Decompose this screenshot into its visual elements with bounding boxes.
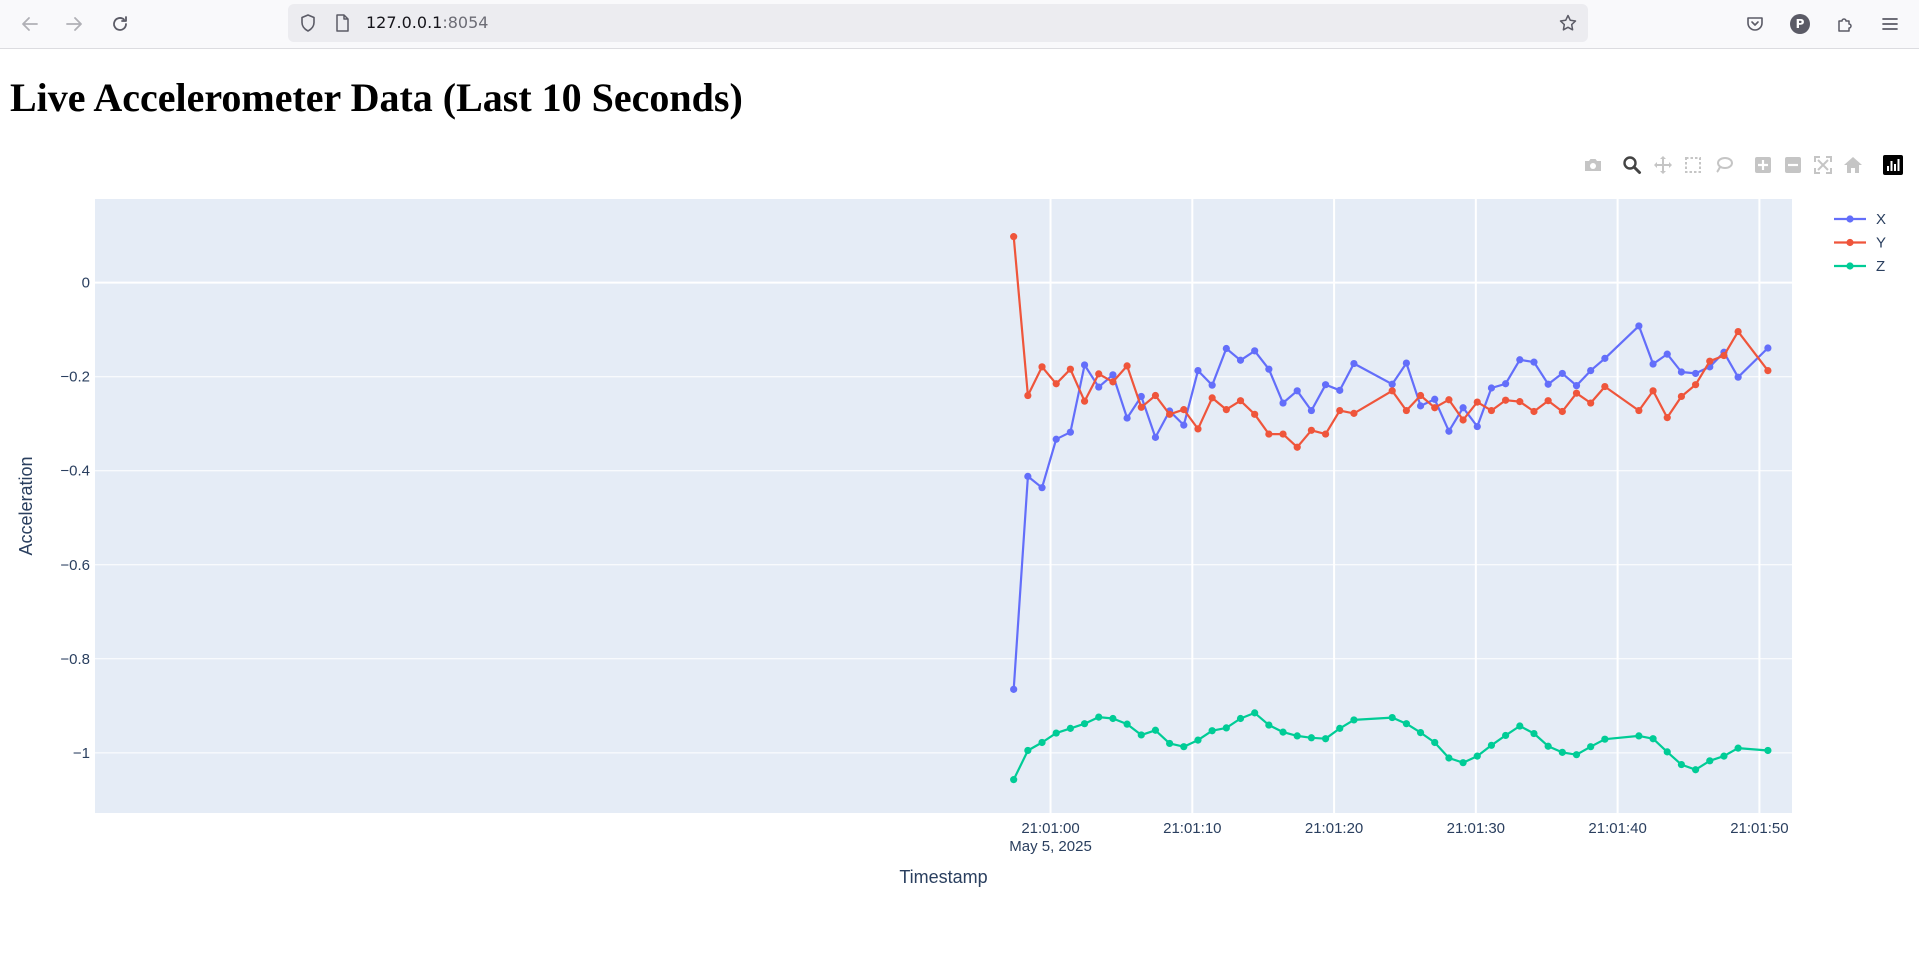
y-tick-label: −0.6 <box>60 557 90 574</box>
lasso-select-button[interactable] <box>1711 152 1737 178</box>
page-icon[interactable] <box>332 13 352 33</box>
plotly-logo-icon <box>1883 155 1903 175</box>
x-tick-label: 21:01:10 <box>1163 820 1221 837</box>
x-tick-label: 21:01:30 <box>1447 820 1505 837</box>
plot-area[interactable] <box>95 199 1792 813</box>
lasso-icon <box>1716 157 1733 173</box>
y-axis-title: Acceleration <box>16 456 36 555</box>
y-tick-label: −0.4 <box>60 463 90 480</box>
extensions-button[interactable] <box>1831 10 1859 38</box>
y-tick-labels: 0 −0.2 −0.4 −0.6 −0.8 −1 <box>60 275 90 762</box>
legend-item-z[interactable]: Z <box>1834 258 1885 275</box>
legend-label: Z <box>1876 258 1885 275</box>
zoom-icon <box>1623 156 1641 174</box>
zoom-out-icon <box>1785 157 1801 173</box>
pocket-icon <box>1747 17 1763 31</box>
url-bar[interactable]: 127.0.0.1:8054 <box>288 4 1588 42</box>
plotly-logo-link[interactable] <box>1880 152 1906 178</box>
autoscale-icon <box>1814 156 1832 174</box>
url-text[interactable]: 127.0.0.1:8054 <box>366 13 489 32</box>
reset-axes-button[interactable] <box>1840 152 1866 178</box>
legend-swatch-marker <box>1846 238 1854 247</box>
legend-swatch-marker <box>1846 262 1854 270</box>
pan-button[interactable] <box>1650 152 1676 178</box>
pocket-button[interactable] <box>1741 10 1769 38</box>
y-tick-label: −0.2 <box>60 369 90 386</box>
zoom-out-button[interactable] <box>1780 152 1806 178</box>
legend-label: X <box>1876 211 1886 228</box>
zoom-in-button[interactable] <box>1750 152 1776 178</box>
pan-icon <box>1654 156 1672 174</box>
x-tick-label: 21:01:20 <box>1305 820 1363 837</box>
y-tick-label: 0 <box>82 275 90 292</box>
star-icon[interactable] <box>1558 13 1578 33</box>
menu-icon <box>1882 18 1898 30</box>
autoscale-button[interactable] <box>1810 152 1836 178</box>
reset-axes-icon <box>1844 157 1862 173</box>
zoom-in-icon <box>1755 157 1771 173</box>
box-select-icon <box>1685 157 1701 173</box>
browser-toolbar: 127.0.0.1:8054 P <box>0 0 1919 49</box>
x-tick-date-label: May 5, 2025 <box>1009 838 1092 855</box>
download-plot-button[interactable] <box>1580 152 1606 178</box>
zoom-button[interactable] <box>1619 152 1645 178</box>
x-tick-label: 21:01:00 <box>1021 820 1079 837</box>
forward-button[interactable] <box>58 8 90 40</box>
x-axis-title: Timestamp <box>899 867 987 887</box>
extensions-icon <box>1838 18 1852 32</box>
x-tick-label: 21:01:40 <box>1588 820 1646 837</box>
x-tick-label: 21:01:50 <box>1730 820 1788 837</box>
menu-button[interactable] <box>1876 10 1904 38</box>
back-button[interactable] <box>14 8 46 40</box>
forward-arrow-icon <box>66 17 82 31</box>
y-tick-label: −0.8 <box>60 651 90 668</box>
back-arrow-icon <box>22 17 38 31</box>
account-icon: P <box>1790 14 1810 34</box>
y-tick-label: −1 <box>73 745 90 762</box>
reload-icon <box>113 16 127 31</box>
camera-icon <box>1585 159 1601 171</box>
legend-label: Y <box>1876 235 1886 252</box>
box-select-button[interactable] <box>1680 152 1706 178</box>
legend: XYZ <box>1834 211 1886 275</box>
legend-item-y[interactable]: Y <box>1834 235 1886 252</box>
shield-icon[interactable] <box>298 13 318 33</box>
legend-item-x[interactable]: X <box>1834 211 1886 228</box>
reload-button[interactable] <box>104 8 136 40</box>
page-title: Live Accelerometer Data (Last 10 Seconds… <box>10 75 743 120</box>
legend-swatch-marker <box>1846 215 1854 223</box>
account-button[interactable]: P <box>1786 10 1814 38</box>
